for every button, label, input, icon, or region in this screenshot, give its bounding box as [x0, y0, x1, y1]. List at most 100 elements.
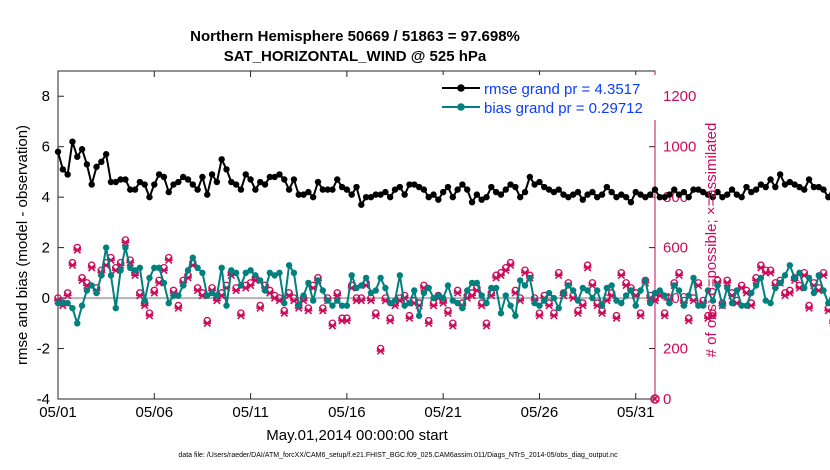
rmse-marker [478, 196, 485, 203]
rmse-marker [622, 193, 630, 201]
rmse-marker [781, 181, 789, 188]
bias-marker [483, 299, 490, 307]
rmse-marker [767, 176, 774, 183]
bias-marker [550, 294, 558, 302]
bias-marker [796, 269, 803, 277]
bias-series [54, 244, 830, 327]
bias-marker [131, 267, 139, 274]
x-tick-label: 05/16 [328, 404, 366, 421]
bias-marker [608, 282, 615, 289]
bias-marker [502, 292, 509, 299]
legend-bias-label: bias grand pr = 0.29712 [484, 100, 643, 117]
y-tick-label: 4 [42, 189, 50, 206]
rmse-marker [290, 176, 298, 183]
rmse-marker [93, 163, 100, 171]
rmse-marker [232, 181, 240, 188]
y-tick-label: -2 [37, 341, 50, 358]
legend-bias-marker [457, 103, 465, 111]
rmse-marker [141, 181, 148, 188]
bias-marker [531, 299, 538, 307]
rmse-marker [637, 191, 644, 198]
bias-marker [459, 304, 466, 312]
bias-marker [343, 302, 351, 309]
obs-assimilated-marker [256, 304, 265, 312]
bias-marker [699, 302, 707, 309]
obs-assimilated-marker [150, 289, 159, 297]
rmse-marker [194, 186, 201, 193]
bias-marker [285, 262, 293, 269]
rmse-marker [382, 188, 389, 196]
obs-assimilated-marker [453, 289, 462, 297]
bias-marker [772, 284, 779, 292]
bias-marker [175, 292, 182, 299]
obs-assimilated-marker [684, 317, 693, 325]
rmse-marker [165, 188, 172, 196]
rmse-marker [430, 191, 437, 198]
rmse-marker [728, 186, 736, 193]
bias-marker [276, 269, 283, 277]
rmse-marker [415, 183, 423, 191]
rmse-marker [642, 193, 649, 201]
bias-marker [743, 302, 750, 309]
bias-marker [435, 292, 442, 299]
y-tick-label: 0 [42, 290, 50, 307]
rmse-marker [305, 188, 312, 196]
rmse-marker [724, 191, 731, 198]
obs-assimilated-marker [333, 291, 342, 300]
rmse-marker [656, 193, 664, 201]
obs-assimilated-marker [708, 311, 717, 320]
rmse-marker [820, 186, 827, 193]
bias-marker [762, 297, 769, 304]
bias-marker [560, 289, 567, 297]
bias-marker [757, 274, 765, 282]
bias-marker [719, 302, 726, 309]
bias-marker [613, 297, 620, 304]
rmse-marker [252, 186, 259, 193]
bias-marker [675, 287, 683, 294]
rmse-marker [319, 186, 326, 193]
bias-marker [430, 294, 437, 302]
obs-assimilated-marker [304, 306, 313, 315]
rmse-marker [743, 183, 750, 191]
bias-marker [179, 282, 187, 289]
obs-assimilated-marker [429, 301, 438, 310]
bias-marker [271, 272, 278, 279]
bias-marker [314, 277, 322, 284]
obs-assimilated-marker [824, 306, 830, 315]
obs-assimilated-marker [232, 286, 241, 295]
bias-marker [555, 304, 562, 312]
bias-marker [589, 294, 596, 302]
rmse-marker [555, 186, 562, 193]
rmse-marker [444, 183, 452, 191]
rmse-marker [122, 176, 129, 183]
rmse-marker [353, 183, 360, 191]
rmse-marker [464, 186, 471, 193]
bias-marker [107, 272, 115, 279]
bias-marker [74, 320, 81, 327]
bias-marker [748, 289, 755, 297]
bias-marker [488, 284, 495, 292]
obs-assimilated-marker [328, 322, 337, 330]
rmse-marker [136, 178, 144, 186]
obs-assimilated-marker [598, 309, 607, 317]
bias-marker [820, 287, 827, 294]
obs-assimilated-marker [357, 296, 366, 305]
rmse-marker [752, 186, 760, 193]
rmse-marker [459, 181, 466, 188]
bias-marker [521, 282, 529, 289]
bias-marker [83, 287, 91, 294]
bias-marker [295, 302, 302, 309]
bias-marker [218, 264, 225, 271]
bias-marker [685, 292, 692, 299]
bias-marker [387, 299, 394, 307]
rmse-marker [550, 188, 558, 196]
bias-marker [420, 289, 428, 297]
rmse-marker [468, 199, 476, 206]
bias-marker [261, 287, 269, 294]
legend: rmse grand pr = 4.3517 bias grand pr = 0… [438, 75, 656, 120]
bias-marker [257, 277, 264, 284]
rmse-marker [271, 173, 278, 181]
obs-possible-marker [650, 394, 660, 404]
rmse-marker [545, 186, 553, 193]
